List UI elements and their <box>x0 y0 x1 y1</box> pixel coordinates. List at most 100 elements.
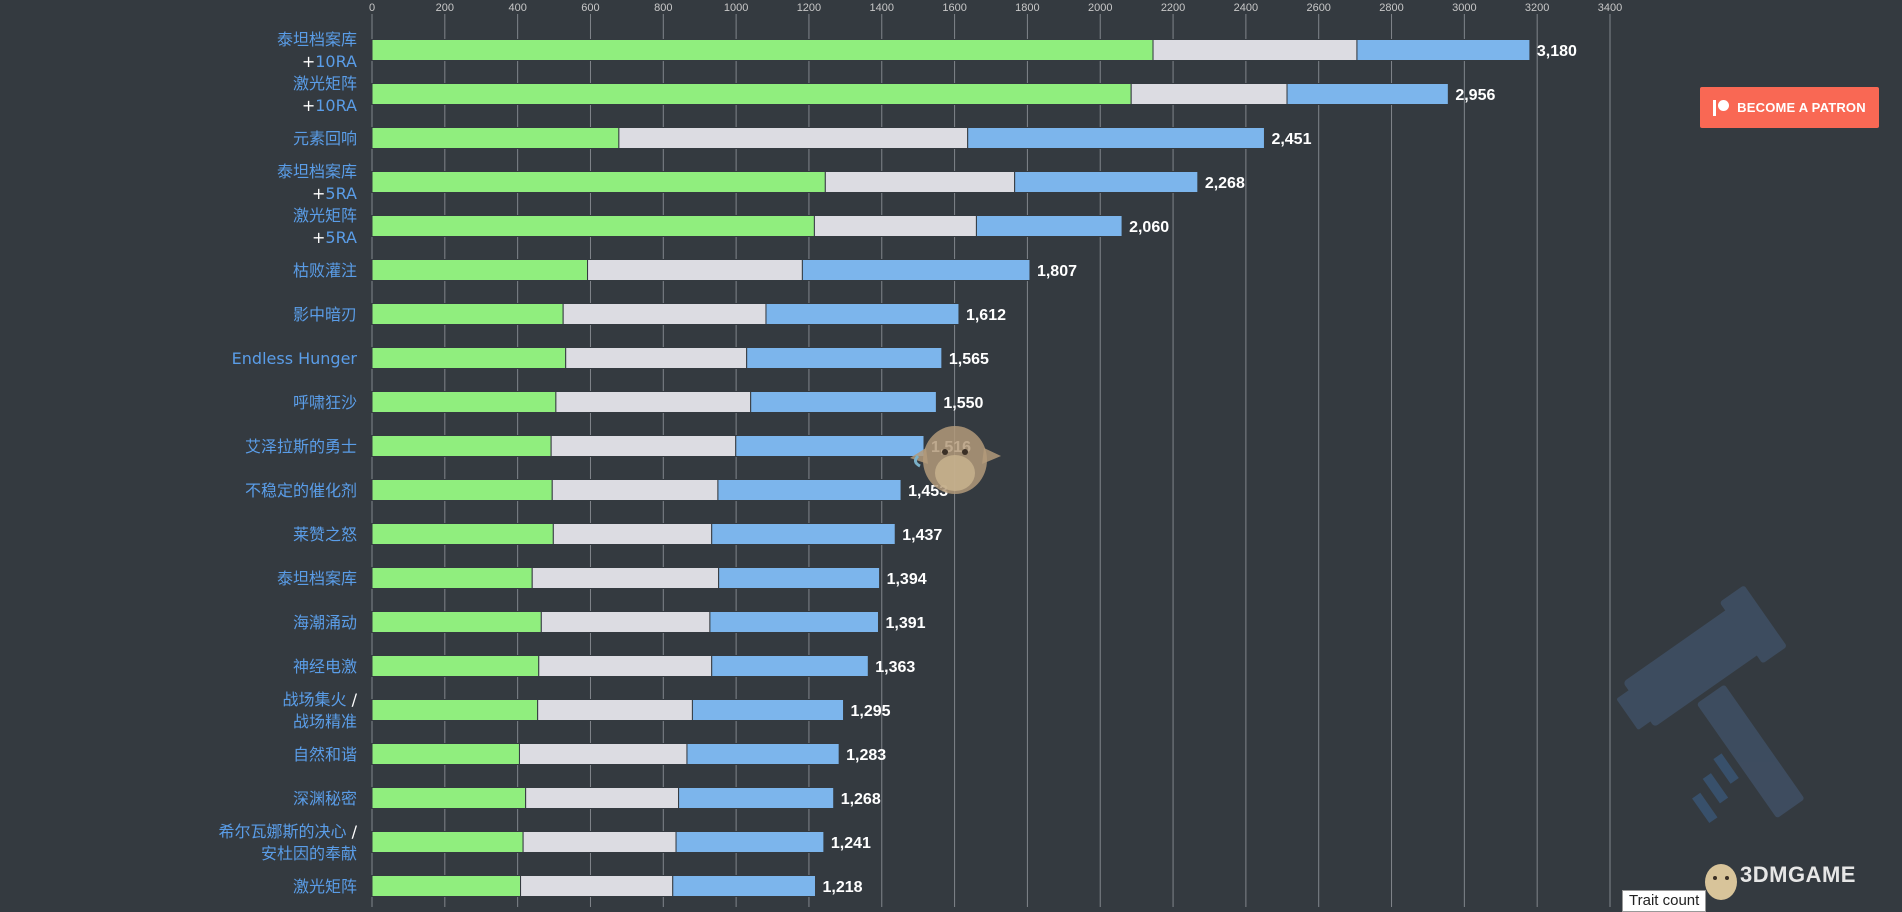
bar-segment <box>371 171 826 193</box>
bar-segment <box>371 215 815 237</box>
x-tick-label: 2000 <box>1088 2 1112 14</box>
category-label: 自然和谐 <box>293 745 357 764</box>
category-label: 深渊秘密 <box>293 789 357 808</box>
x-tick-label: 1800 <box>1015 2 1039 14</box>
bar-segment <box>371 435 552 457</box>
bar-segment <box>565 347 748 369</box>
bar-segment <box>522 831 677 853</box>
category-label: 激光矩阵 <box>293 877 357 896</box>
bar-segment <box>371 127 620 149</box>
bar-total-label: 1,565 <box>949 351 989 368</box>
category-label: 泰坦档案库 <box>277 162 357 181</box>
bar-segment <box>709 611 879 633</box>
category-label: 泰坦档案库 <box>277 569 357 588</box>
category-label: 元素回响 <box>293 129 357 148</box>
bar-segment <box>525 787 680 809</box>
bar-segment <box>538 655 713 677</box>
bar-total-label: 1,268 <box>841 791 881 808</box>
bar-segment <box>801 259 1031 281</box>
bar-segment <box>1286 83 1449 105</box>
bar-segment <box>686 743 840 765</box>
x-tick-label: 2600 <box>1306 2 1330 14</box>
category-label: 激光矩阵 <box>293 206 357 225</box>
become-a-patron-button[interactable]: BECOME A PATRON <box>1700 87 1879 128</box>
category-label: +5RA <box>312 228 357 247</box>
bar-segment <box>371 83 1132 105</box>
patron-button-label: BECOME A PATRON <box>1737 100 1866 115</box>
category-label: 艾泽拉斯的勇士 <box>245 437 357 456</box>
x-tick-label: 2800 <box>1379 2 1403 14</box>
bar-segment <box>550 435 737 457</box>
bar-total-label: 1,241 <box>831 835 871 852</box>
bar-segment <box>551 479 719 501</box>
hammer-watermark-icon <box>1617 586 1804 824</box>
category-label: 呼啸狂沙 <box>293 393 357 412</box>
bar-segment <box>531 567 720 589</box>
bar-segment <box>618 127 969 149</box>
bar-total-label: 2,060 <box>1129 219 1169 236</box>
grid-lines <box>371 14 1611 907</box>
bar-segment <box>371 479 553 501</box>
category-label: Endless Hunger <box>232 349 358 368</box>
x-tick-label: 3400 <box>1598 2 1622 14</box>
bar-segment <box>975 215 1123 237</box>
bar-segment <box>371 743 520 765</box>
bar-segment <box>735 435 925 457</box>
category-label: 枯败灌注 <box>293 261 357 280</box>
category-label: 海潮涌动 <box>293 613 357 632</box>
category-label: 不稳定的催化剂 <box>245 481 357 500</box>
small-mascot-icon <box>1705 864 1737 900</box>
bar-segment <box>765 303 960 325</box>
bar-segment <box>371 523 554 545</box>
bar-segment <box>371 875 522 897</box>
x-tick-label: 3000 <box>1452 2 1476 14</box>
bar-total-label: 2,451 <box>1271 131 1311 148</box>
bar-segment <box>1152 39 1358 61</box>
category-label: +10RA <box>302 96 357 115</box>
bar-segment <box>371 39 1154 61</box>
bar-total-label: 1,550 <box>943 395 983 412</box>
category-label: +10RA <box>302 52 357 71</box>
bar-segment <box>540 611 711 633</box>
bar-total-label: 1,612 <box>966 307 1006 324</box>
bar-segment <box>555 391 752 413</box>
bar-segment <box>750 391 937 413</box>
bar-segment <box>371 259 589 281</box>
x-tick-label: 1000 <box>724 2 748 14</box>
mascot-watermark-icon <box>910 426 1001 494</box>
patreon-logo-icon <box>1713 99 1730 116</box>
bar-total-label: 1,218 <box>822 879 862 896</box>
x-tick-label: 800 <box>654 2 672 14</box>
x-tick-label: 400 <box>508 2 526 14</box>
bar-total-label: 1,363 <box>875 659 915 676</box>
bar-segment <box>678 787 835 809</box>
bar-total-label: 1,807 <box>1037 263 1077 280</box>
x-tick-label: 0 <box>369 2 375 14</box>
bar-segment <box>518 743 688 765</box>
x-tick-label: 1200 <box>797 2 821 14</box>
bar-total-label: 2,956 <box>1455 87 1495 104</box>
bars <box>371 39 1531 897</box>
bar-segment <box>1130 83 1288 105</box>
bar-segment <box>711 655 869 677</box>
x-tick-label: 3200 <box>1525 2 1549 14</box>
bar-segment <box>711 523 896 545</box>
bar-segment <box>371 567 533 589</box>
bar-segment <box>537 699 693 721</box>
bar-total-label: 1,437 <box>902 527 942 544</box>
bar-segment <box>1014 171 1199 193</box>
bar-total-label: 1,391 <box>885 615 925 632</box>
x-tick-label: 600 <box>581 2 599 14</box>
bar-segment <box>371 699 539 721</box>
x-tick-label: 1600 <box>942 2 966 14</box>
x-tick-label: 200 <box>436 2 454 14</box>
bar-segment <box>371 391 557 413</box>
category-label: 战场集火 / <box>283 690 358 709</box>
bar-segment <box>552 523 713 545</box>
bar-segment <box>520 875 674 897</box>
bar-total-label: 1,283 <box>846 747 886 764</box>
bar-total-label: 1,295 <box>851 703 891 720</box>
bar-segment <box>371 347 567 369</box>
trait-count-button[interactable]: Trait count <box>1622 890 1707 912</box>
